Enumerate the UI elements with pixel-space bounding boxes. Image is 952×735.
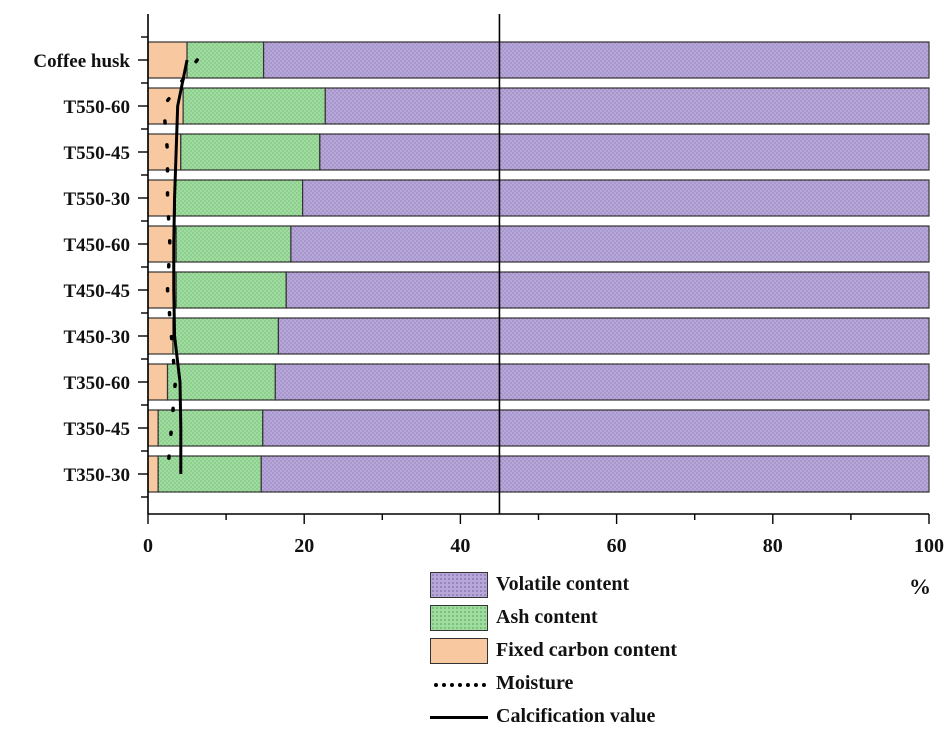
legend-swatch-ash [430, 605, 488, 631]
bar-volatile-content-t350-60 [274, 363, 930, 401]
x-tick-label-20: 20 [294, 535, 314, 557]
bar-volatile-content-coffee-husk [262, 41, 930, 79]
bar-volatile-content-t450-45 [285, 271, 930, 309]
category-label-t450-30: T450-30 [64, 327, 131, 348]
legend-item-ash: Ash content [430, 603, 760, 636]
category-label-t450-60: T450-60 [64, 235, 131, 256]
bar-volatile-content-t350-30 [260, 455, 930, 493]
legend: Volatile content Ash content Fixed carbo… [430, 570, 760, 735]
line-calcification-value [172, 59, 189, 474]
category-label-t450-45: T450-45 [64, 281, 131, 302]
bar-volatile-content-t550-45 [319, 133, 930, 171]
legend-item-calcification: Calcification value [430, 702, 760, 735]
legend-label-calcification: Calcification value [496, 705, 656, 727]
category-label-t350-60: T350-60 [64, 373, 131, 394]
bar-volatile-content-t450-60 [290, 225, 930, 263]
category-label-t550-45: T550-45 [64, 143, 131, 164]
plot-area: Coffee husk T550-60 T550-45 T550-30 T450-60 T… [33, 14, 944, 557]
bar-ash-content-coffee-husk [186, 41, 265, 79]
bar-fixed-carbon-content-t450-60 [147, 225, 177, 263]
legend-swatch-fixed-carbon [430, 638, 488, 664]
legend-label-volatile: Volatile content [496, 573, 630, 595]
category-label-coffee-husk: Coffee husk [33, 51, 130, 72]
x-tick-label-40: 40 [450, 535, 470, 557]
bar-fixed-carbon-content-t350-45 [147, 409, 159, 447]
bar-fixed-carbon-content-coffee-husk [147, 41, 188, 79]
legend-swatch-volatile [430, 572, 488, 598]
bar-ash-content-t350-45 [157, 409, 264, 447]
bar-fixed-carbon-content-t450-45 [147, 271, 177, 309]
category-label-t550-30: T550-30 [64, 189, 131, 210]
x-tick-label-60: 60 [607, 535, 627, 557]
category-label-t550-60: T550-60 [64, 97, 131, 118]
bar-volatile-content-t350-45 [262, 409, 930, 447]
bar-fixed-carbon-content-t550-30 [147, 179, 176, 217]
line-moisture [161, 58, 199, 476]
bar-ash-content-t450-45 [175, 271, 287, 309]
bar-volatile-content-t550-30 [302, 179, 930, 217]
category-label-t350-45: T350-45 [64, 419, 131, 440]
bar-fixed-carbon-content-t350-60 [147, 363, 169, 401]
x-tick-label-0: 0 [143, 535, 153, 557]
bar-fixed-carbon-content-t450-30 [147, 317, 174, 355]
bar-fixed-carbon-content-t350-30 [147, 455, 159, 493]
legend-line-calcification [430, 716, 488, 719]
bar-ash-content-t450-60 [175, 225, 292, 263]
legend-item-moisture: Moisture [430, 669, 760, 702]
bar-ash-content-t550-45 [180, 133, 321, 171]
legend-label-fixed-carbon: Fixed carbon content [496, 639, 678, 661]
x-unit-label: % [909, 574, 931, 599]
bar-ash-content-t450-30 [172, 317, 280, 355]
category-label-t350-30: T350-30 [64, 465, 131, 486]
legend-label-ash: Ash content [496, 606, 598, 628]
bar-volatile-content-t550-60 [324, 87, 930, 125]
legend-label-moisture: Moisture [496, 672, 574, 694]
x-tick-label-80: 80 [763, 535, 783, 557]
legend-item-volatile: Volatile content [430, 570, 760, 603]
bar-ash-content-t350-30 [157, 455, 262, 493]
bar-ash-content-t550-60 [182, 87, 326, 125]
bar-volatile-content-t450-30 [277, 317, 930, 355]
bar-ash-content-t350-60 [166, 363, 276, 401]
legend-item-fixed-carbon: Fixed carbon content [430, 636, 760, 669]
legend-line-moisture [434, 683, 486, 687]
x-tick-label-100: 100 [914, 535, 944, 557]
bar-ash-content-t550-30 [174, 179, 304, 217]
